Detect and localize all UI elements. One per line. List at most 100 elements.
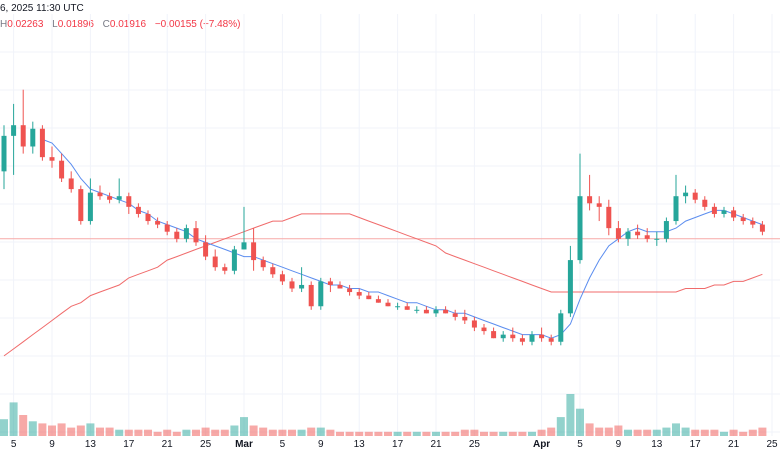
x-tick-label: 13 — [354, 439, 366, 450]
candle-body — [539, 334, 545, 339]
candle-body — [260, 260, 266, 268]
candle-body — [337, 284, 343, 289]
candle-body — [212, 256, 218, 268]
candle-body — [683, 192, 689, 197]
ohlc-low-key: L — [52, 19, 58, 30]
volume-bar — [643, 429, 652, 436]
volume-bar — [576, 408, 584, 436]
volume-bar — [499, 431, 508, 436]
candle-body — [711, 206, 717, 214]
volume-bar — [9, 402, 18, 436]
x-tick-label: 5 — [280, 439, 286, 450]
ohlc-change: −0.00155 (−7.48%) — [154, 19, 241, 30]
candle-body — [231, 249, 237, 271]
x-tick-label: Mar — [235, 439, 253, 450]
candle-body — [356, 292, 362, 296]
volume-bar — [144, 429, 152, 436]
volume-bar — [672, 423, 680, 436]
volume-bar — [595, 427, 604, 436]
candle-body — [395, 306, 401, 308]
volume-bar — [460, 429, 469, 436]
volume-bar — [681, 427, 690, 436]
candle-body — [203, 242, 209, 257]
x-tick-label: 17 — [690, 439, 702, 450]
x-tick-label: 13 — [651, 439, 663, 450]
candle-body — [471, 320, 477, 328]
candle-body — [145, 213, 151, 222]
volume-bar — [163, 429, 172, 436]
volume-bar — [105, 427, 114, 436]
volume-bar — [710, 429, 719, 436]
candle-body — [270, 267, 276, 275]
x-tick-label: 9 — [318, 439, 324, 450]
candle-body — [87, 192, 93, 222]
volume-bar — [652, 429, 661, 436]
volume-bar — [758, 427, 767, 436]
ma-slow-line — [3, 213, 763, 357]
volume-bar — [278, 429, 287, 436]
volume-bar — [633, 429, 642, 436]
candle-body — [644, 235, 650, 239]
candle-body — [673, 196, 679, 222]
ohlc-high-key: H — [0, 19, 8, 30]
volume-bar — [268, 429, 277, 436]
candle-body — [462, 316, 468, 321]
volume-bar — [67, 427, 76, 436]
candle-body — [279, 274, 285, 282]
x-tick-label: 25 — [766, 439, 778, 450]
x-tick-label: 25 — [200, 439, 212, 450]
candle-body — [500, 334, 506, 339]
candle-body — [414, 309, 420, 311]
volume-bar — [96, 427, 104, 436]
candle-body — [635, 231, 641, 236]
volume-bar — [422, 431, 431, 436]
candle-body — [577, 196, 583, 261]
volume-bar — [441, 431, 450, 436]
candle-body — [174, 231, 180, 239]
candle-body — [30, 128, 36, 147]
candle-body — [759, 224, 765, 232]
x-tick-label: 17 — [123, 439, 135, 450]
volume-bar — [432, 431, 440, 436]
x-tick-label: 9 — [49, 439, 55, 450]
volume-bar — [451, 431, 460, 436]
volume-bar — [192, 429, 200, 436]
volume-bar — [288, 429, 296, 436]
volume-bar — [259, 427, 268, 436]
candle-body — [558, 313, 564, 342]
volume-bar — [326, 429, 335, 436]
candle-body — [183, 228, 189, 239]
x-tick-label: 17 — [392, 439, 404, 450]
candle-body — [481, 327, 487, 332]
x-tick-label: 21 — [162, 439, 174, 450]
candle-body — [107, 196, 113, 200]
volume-bar — [364, 431, 373, 436]
volume-bar — [220, 429, 229, 436]
ohlc-low: 0.01896 — [57, 19, 94, 30]
volume-bar — [134, 429, 143, 436]
volume-bar — [624, 429, 632, 436]
candle-body — [529, 334, 535, 342]
volume-bar — [489, 431, 498, 436]
volume-bar — [28, 421, 37, 436]
candle-body — [126, 196, 132, 207]
volume-bar — [38, 423, 47, 436]
candle-body — [155, 221, 161, 225]
candle-body — [20, 125, 26, 147]
volume-bar — [691, 429, 700, 436]
volume-bar — [211, 429, 220, 436]
volume-bar — [115, 429, 124, 436]
x-axis: 5913172125Mar5913172125Apr5913172125May — [11, 439, 778, 450]
candle-body — [702, 199, 708, 207]
volume-bar — [240, 417, 248, 436]
candle-body — [299, 284, 305, 289]
volume-bars — [0, 394, 767, 436]
volume-bar — [585, 423, 594, 436]
volume-bar — [748, 429, 757, 436]
candle-body — [740, 217, 746, 222]
candle-body — [731, 210, 737, 218]
volume-bar — [662, 427, 671, 436]
candle-body — [654, 238, 660, 240]
ohlc-close: 0.01916 — [109, 19, 147, 30]
